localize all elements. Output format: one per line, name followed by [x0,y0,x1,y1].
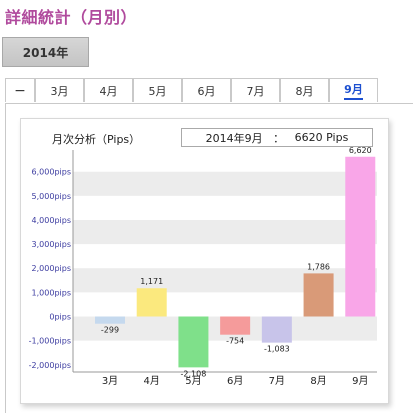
bar-value-label: -1,083 [264,345,290,354]
bar-value-label: 1,171 [140,277,163,286]
bar-value-label: -754 [226,337,244,346]
bar [136,288,167,317]
tab-label: 8月 [295,84,314,98]
tab-june[interactable]: 6月 [182,78,231,102]
y-tick-label: 2,000pips [32,264,71,273]
summary-value: 6620 Pips [294,131,349,144]
tab-label: 4月 [99,84,118,98]
tab-july[interactable]: 7月 [231,78,280,102]
x-tick-label: 8月 [310,375,326,387]
grid-band [73,171,377,196]
tab-label: 5月 [148,84,167,98]
bar-value-label: -299 [101,326,119,335]
summary-box: 2014年9月 ： 6620 Pips [181,128,373,147]
collapse-tab[interactable]: − [5,78,35,102]
grid-band [73,219,377,245]
month-tab-bar: − 3月 4月 5月 6月 7月 8月 9月 [5,78,413,104]
tab-label: 3月 [50,84,69,98]
tab-label: 6月 [197,84,216,98]
x-tick-label: 4月 [144,375,160,387]
x-tick-label: 9月 [352,375,368,387]
tab-may[interactable]: 5月 [133,78,182,102]
tab-march[interactable]: 3月 [35,78,84,102]
summary-separator: ： [273,131,285,145]
page-title: 詳細統計（月別） [5,8,138,27]
collapse-icon: − [14,82,26,99]
y-tick-label: 0pips [49,313,71,322]
bar-value-label: 6,620 [349,146,372,155]
bar [178,316,209,368]
tab-label: 9月 [344,81,363,100]
x-tick-label: 6月 [227,375,243,387]
bar [303,273,334,317]
bar [345,156,376,317]
tab-august[interactable]: 8月 [280,78,329,102]
bar [220,316,251,335]
y-tick-label: 1,000pips [32,288,71,297]
tab-april[interactable]: 4月 [84,78,133,102]
x-tick-label: 3月 [102,375,118,387]
chart-title: 月次分析（Pips） [52,133,141,146]
y-tick-label: -1,000pips [29,337,71,346]
y-tick-label: -2,000pips [29,361,71,370]
x-tick-label: 5月 [185,375,201,387]
year-selector-button[interactable]: 2014年 [2,37,89,67]
y-tick-label: 3,000pips [32,240,71,249]
bar-value-label: -2,108 [181,369,207,378]
tab-label: 7月 [246,84,265,98]
tab-september[interactable]: 9月 [329,78,378,102]
bar [95,316,125,324]
y-tick-label: 5,000pips [32,192,71,201]
bar [261,316,292,343]
bar-value-label: 1,786 [307,262,330,271]
y-tick-label: 4,000pips [32,216,71,225]
summary-month: 2014年9月 [205,131,263,145]
x-tick-label: 7月 [269,375,285,387]
y-tick-label: 6,000pips [32,168,71,177]
tab-panel [5,104,413,413]
